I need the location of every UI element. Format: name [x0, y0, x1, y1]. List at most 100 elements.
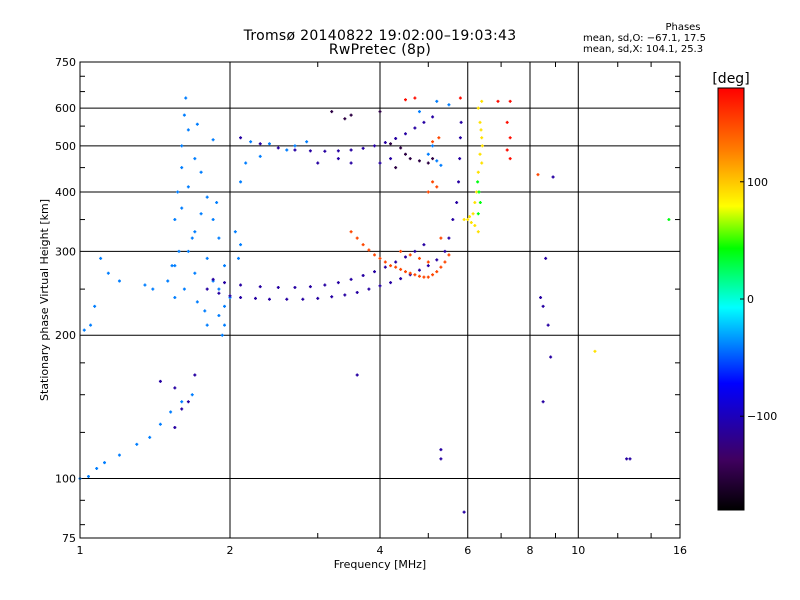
data-point [193, 230, 197, 234]
data-point [625, 457, 629, 461]
data-point [593, 349, 597, 353]
y-tick-label: 200 [55, 329, 76, 342]
data-point [435, 270, 439, 274]
data-point [117, 279, 121, 283]
data-point [426, 190, 430, 194]
data-point [413, 249, 417, 253]
y-tick-label: 750 [55, 56, 76, 69]
data-point [473, 201, 477, 205]
data-point [399, 146, 403, 150]
data-point [541, 304, 545, 308]
data-point [447, 253, 451, 257]
data-point [478, 201, 482, 205]
data-point [431, 180, 435, 184]
data-point [267, 297, 271, 301]
data-point [667, 218, 671, 222]
data-point [239, 180, 243, 184]
data-point [417, 110, 421, 114]
data-point [323, 149, 327, 153]
data-point [378, 256, 382, 260]
x-tick-label: 8 [527, 544, 534, 557]
data-point [439, 265, 443, 269]
data-point [305, 140, 309, 144]
data-point [378, 161, 382, 165]
data-point [508, 136, 512, 140]
data-point [451, 218, 455, 222]
data-point [228, 294, 232, 298]
data-point [180, 400, 184, 404]
data-point [373, 144, 377, 148]
data-point [330, 295, 334, 299]
data-point [361, 146, 365, 150]
data-point [476, 230, 480, 234]
data-point [373, 270, 377, 274]
data-point [343, 293, 347, 297]
data-point [549, 355, 553, 359]
data-point [301, 297, 305, 301]
data-point [336, 149, 340, 153]
data-point [403, 98, 407, 102]
data-point [383, 260, 387, 264]
data-point [276, 146, 280, 150]
data-point [211, 138, 215, 142]
data-point [193, 373, 197, 377]
data-point [173, 296, 177, 300]
data-point [435, 258, 439, 262]
x-tick-label: 4 [377, 544, 384, 557]
data-point [628, 457, 632, 461]
data-point [439, 448, 443, 452]
data-point [399, 267, 403, 271]
data-point [89, 323, 93, 327]
y-axis-label: Stationary phase Virtual Height [km] [38, 199, 51, 401]
data-point [95, 466, 99, 470]
data-point [508, 157, 512, 161]
data-point [182, 287, 186, 291]
data-point [478, 152, 482, 156]
data-point [205, 323, 209, 327]
data-point [431, 273, 435, 277]
data-point [349, 148, 353, 152]
data-point [199, 212, 203, 216]
data-point [413, 96, 417, 100]
data-point [258, 285, 262, 289]
data-point [508, 99, 512, 103]
data-point [439, 236, 443, 240]
data-point [437, 136, 441, 140]
data-point [476, 106, 480, 110]
data-point [471, 212, 475, 216]
data-point [458, 157, 462, 161]
data-point [220, 333, 224, 337]
data-point [399, 277, 403, 281]
data-point [180, 206, 184, 210]
data-point [443, 260, 447, 264]
data-point [233, 230, 237, 234]
colorbar: [deg] 100 0 −100 [712, 71, 777, 511]
data-point [426, 275, 430, 279]
data-point [367, 248, 371, 252]
data-point [190, 236, 194, 240]
data-point [158, 422, 162, 426]
data-point [99, 256, 103, 260]
data-point [403, 270, 407, 274]
data-point [431, 157, 435, 161]
colorbar-gradient [717, 87, 745, 511]
data-point [394, 260, 398, 264]
x-tick-label: 10 [571, 544, 585, 557]
y-tick-label: 300 [55, 245, 76, 258]
data-point [539, 296, 543, 300]
data-point [195, 122, 199, 126]
data-point [422, 275, 426, 279]
data-point [308, 149, 312, 153]
data-point [435, 185, 439, 189]
data-point [439, 163, 443, 167]
data-point [173, 425, 177, 429]
data-point [361, 243, 365, 247]
data-point [355, 236, 359, 240]
data-point [468, 215, 472, 219]
data-point [349, 230, 353, 234]
data-point [203, 309, 207, 313]
x-tick-label: 16 [673, 544, 687, 557]
y-tick-label: 100 [55, 473, 76, 486]
data-point [211, 277, 215, 281]
